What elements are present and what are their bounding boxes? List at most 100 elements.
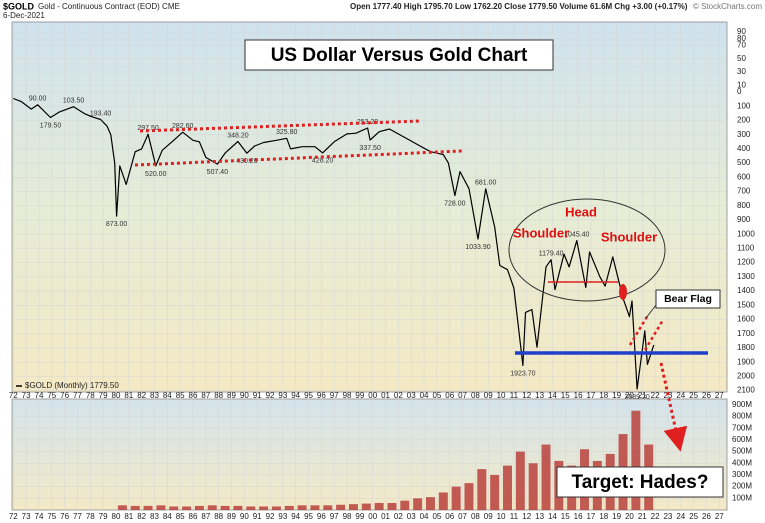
y-tick-label: 1100 (737, 244, 755, 253)
volume-bar (271, 506, 281, 510)
x-tick-label: 80 (112, 391, 121, 400)
x-tick-label: 82 (137, 391, 146, 400)
x-tick-label: 20 (625, 391, 634, 400)
price-label: 430.20 (236, 158, 258, 165)
x-tick-label: 98 (343, 391, 352, 400)
y-tick-label: 70 (737, 40, 746, 49)
x-tick-label: 00 (368, 391, 377, 400)
x-tick-label: 06 (445, 391, 454, 400)
x-tick-label: 95 (304, 512, 313, 521)
x-tick-label: 90 (240, 391, 249, 400)
volume-bar (503, 465, 512, 510)
x-tick-label: 87 (201, 391, 210, 400)
x-tick-label: 01 (381, 391, 390, 400)
x-tick-label: 08 (471, 391, 480, 400)
x-tick-label: 27 (715, 391, 724, 400)
x-tick-label: 00 (368, 512, 377, 521)
x-tick-label: 02 (394, 512, 403, 521)
x-tick-label: 89 (227, 391, 236, 400)
x-tick-label: 72 (9, 391, 18, 400)
x-tick-label: 22 (651, 391, 660, 400)
x-tick-label: 16 (574, 512, 583, 521)
y-tick-label: 600 (737, 172, 751, 181)
volume-bar (182, 506, 192, 510)
y-tick-label: 1500 (737, 300, 755, 309)
x-tick-label: 73 (22, 512, 31, 521)
x-tick-label: 94 (291, 391, 300, 400)
x-tick-label: 16 (574, 391, 583, 400)
x-tick-label: 79 (99, 391, 108, 400)
x-tick-label: 11 (510, 391, 519, 400)
legend-label: $GOLD (Monthly) 1779.50 (25, 381, 119, 390)
volume-bar (374, 502, 384, 510)
volume-bar (425, 497, 435, 510)
x-tick-label: 12 (522, 391, 531, 400)
target-arrow (659, 362, 688, 452)
date: 6-Dec-2021 (3, 11, 45, 20)
y-tick-label: 900M (732, 400, 752, 409)
y-tick-label: 100 (737, 101, 751, 110)
x-tick-label: 73 (22, 391, 31, 400)
x-tick-label: 96 (317, 512, 326, 521)
volume-bar (156, 505, 166, 510)
x-tick-label: 98 (343, 512, 352, 521)
y-tick-label: 700 (737, 187, 751, 196)
price-label: 297.50 (137, 125, 159, 132)
x-tick-label: 75 (47, 391, 56, 400)
x-tick-label: 23 (663, 512, 672, 521)
x-tick-label: 82 (137, 512, 146, 521)
y-tick-label: 2000 (737, 371, 755, 380)
volume-bar (194, 505, 204, 510)
x-tick-label: 76 (60, 391, 69, 400)
x-tick-label: 15 (561, 391, 570, 400)
x-tick-label: 77 (73, 391, 82, 400)
x-tick-label: 83 (150, 512, 159, 521)
volume-bar (310, 505, 320, 510)
x-tick-label: 86 (189, 391, 198, 400)
price-label: 1033.90 (465, 244, 490, 251)
volume-bar (515, 451, 525, 510)
x-tick-label: 04 (420, 512, 429, 521)
x-tick-label: 25 (689, 512, 698, 521)
head-ellipse (508, 198, 666, 302)
y-tick-label: 50 (737, 54, 746, 63)
x-tick-label: 17 (586, 512, 595, 521)
x-tick-label: 87 (201, 512, 210, 521)
x-tick-label: 88 (214, 512, 223, 521)
x-tick-label: 20 (625, 512, 634, 521)
x-tick-label: 79 (99, 512, 108, 521)
price-label: 179.50 (40, 122, 62, 129)
x-tick-label: 85 (176, 512, 185, 521)
x-tick-label: 99 (355, 391, 364, 400)
volume-bar (400, 500, 410, 510)
volume-bar (323, 505, 333, 510)
overlays: US Dollar Versus Gold Chart Head Shoulde… (16, 39, 724, 498)
volume-bar (207, 505, 217, 510)
y-tick-label: 200 (737, 116, 751, 125)
volume-bar (490, 474, 500, 510)
x-tick-label: 17 (586, 391, 595, 400)
x-tick-label: 06 (445, 512, 454, 521)
y-tick-label: 300 (737, 130, 751, 139)
price-label: 1045.40 (564, 231, 589, 238)
x-tick-label: 91 (253, 391, 262, 400)
x-tick-label: 09 (484, 391, 493, 400)
x-tick-label: 25 (689, 391, 698, 400)
x-tick-label: 19 (612, 391, 621, 400)
target-label: Target: Hades? (572, 472, 709, 493)
x-tick-label: 10 (497, 512, 506, 521)
x-tick-label: 09 (484, 512, 493, 521)
x-tick-label: 93 (278, 512, 287, 521)
plot: 72 73 74 75 76 77 78 79 80 81 82 83 84 85 86 87 88 89 90 91… (9, 22, 755, 521)
x-tick-label: 75 (47, 512, 56, 521)
y-tick-label: 30 (737, 67, 746, 76)
price-label: 253.20 (357, 119, 379, 126)
y-tick-label: 100M (732, 493, 752, 502)
price-label: 325.80 (276, 129, 298, 136)
flag-box (655, 289, 721, 309)
break-marker (619, 284, 627, 300)
x-tick-label: 26 (702, 512, 711, 521)
x-tick-label: 18 (599, 512, 608, 521)
